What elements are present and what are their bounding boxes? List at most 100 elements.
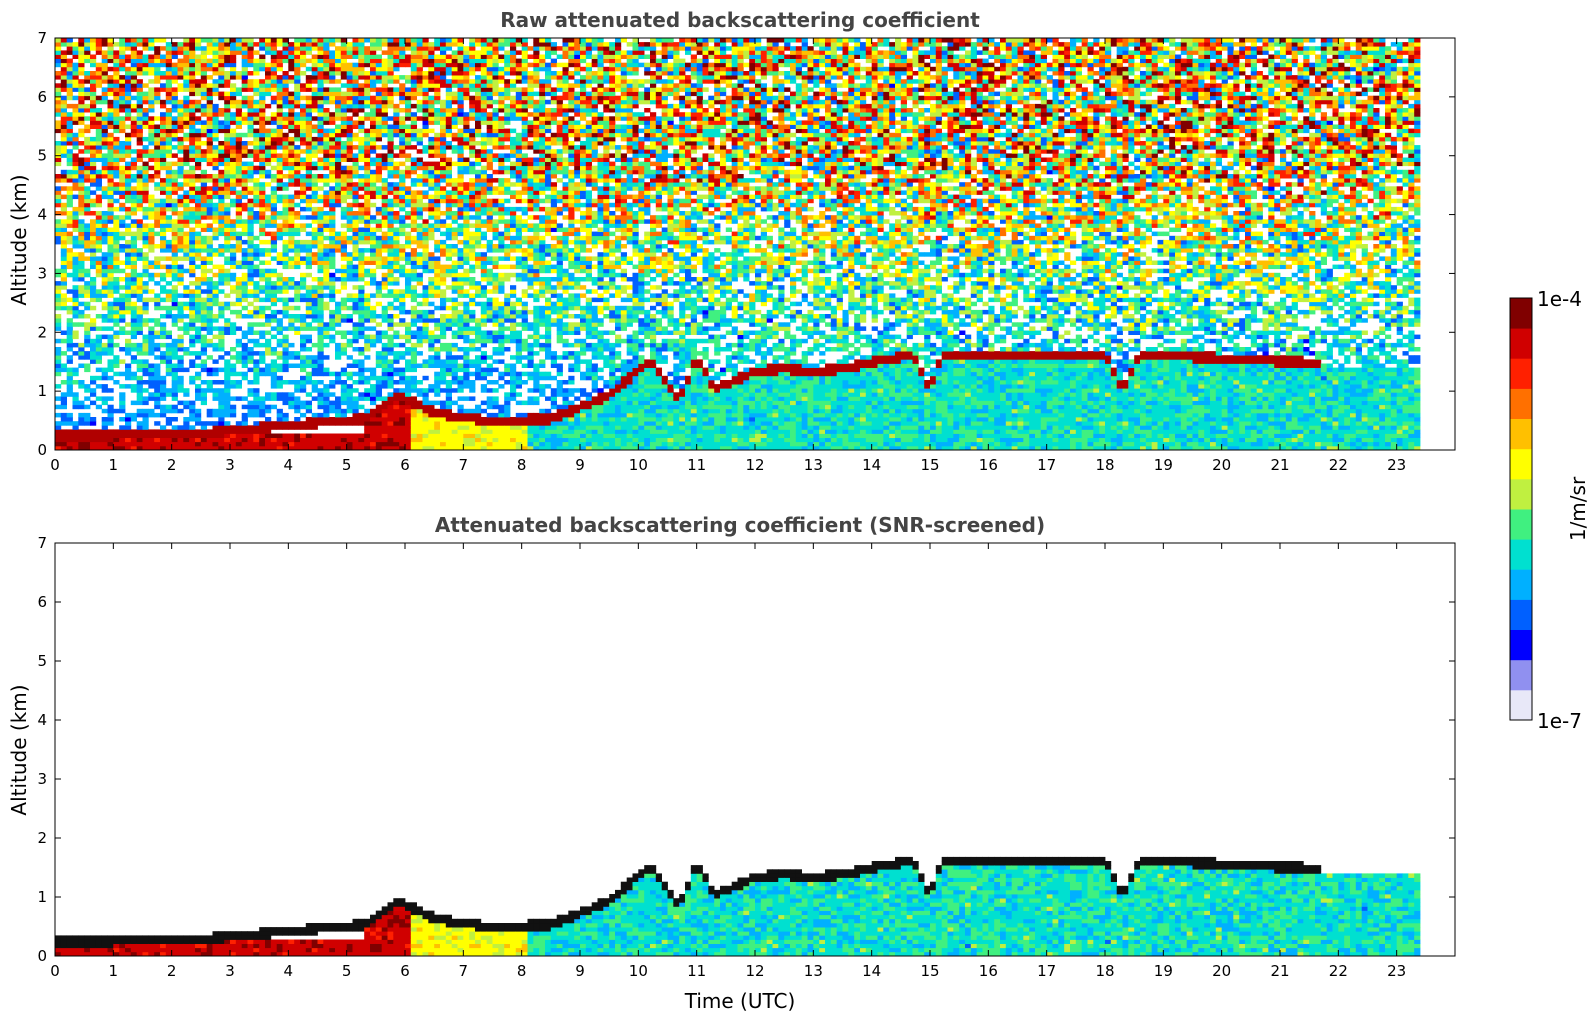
heatmap-cell [253, 120, 259, 125]
heatmap-cell [376, 322, 382, 327]
heatmap-cell [370, 46, 376, 51]
heatmap-cell [102, 252, 108, 257]
heatmap-cell [283, 59, 289, 64]
heatmap-cell [78, 219, 84, 224]
heatmap-cell [230, 248, 236, 253]
heatmap-cell [248, 228, 254, 233]
heatmap-cell [265, 277, 271, 282]
heatmap-cell [84, 211, 90, 216]
heatmap-cell [160, 207, 166, 212]
heatmap-cell [405, 137, 411, 142]
heatmap-cell [271, 285, 277, 290]
heatmap-cell [341, 100, 347, 105]
heatmap-cell [183, 417, 189, 422]
heatmap-cell [259, 199, 265, 204]
heatmap-cell [78, 252, 84, 257]
heatmap-cell [300, 63, 306, 67]
heatmap-cell [195, 55, 201, 60]
heatmap-cell [67, 347, 73, 352]
heatmap-cell [189, 170, 195, 175]
heatmap-cell [125, 425, 131, 430]
heatmap-cell [201, 207, 207, 212]
heatmap-cell [224, 83, 230, 88]
heatmap-cell [160, 55, 166, 60]
heatmap-cell [160, 298, 166, 303]
heatmap-cell [96, 71, 102, 76]
heatmap-cell [55, 129, 61, 134]
heatmap-cell [259, 166, 265, 171]
heatmap-cell [143, 310, 149, 315]
heatmap-cell [73, 261, 79, 266]
heatmap-cell [195, 71, 201, 76]
heatmap-cell [148, 129, 154, 134]
heatmap-cell [248, 141, 254, 146]
heatmap-cell [370, 42, 376, 47]
heatmap-cell [393, 129, 399, 134]
heatmap-cell [335, 108, 341, 113]
heatmap-cell [411, 355, 417, 360]
heatmap-cell [195, 92, 201, 97]
heatmap-cell [78, 162, 84, 167]
heatmap-cell [131, 59, 137, 64]
heatmap-cell [347, 174, 353, 179]
heatmap-cell [312, 219, 318, 224]
heatmap-cell [96, 158, 102, 163]
heatmap-cell [90, 83, 96, 88]
heatmap-cell [183, 232, 189, 237]
heatmap-cell [341, 384, 347, 389]
heatmap-cell [423, 232, 429, 237]
heatmap-cell [393, 335, 399, 340]
heatmap-cell [341, 186, 347, 191]
heatmap-cell [61, 351, 67, 356]
heatmap-cell [236, 343, 242, 348]
heatmap-cell [67, 261, 73, 266]
heatmap-cell [277, 277, 283, 282]
heatmap-cell [323, 331, 329, 336]
heatmap-cell [323, 261, 329, 266]
heatmap-cell [423, 326, 429, 331]
heatmap-cell [259, 59, 265, 64]
heatmap-cell [271, 281, 277, 286]
heatmap-cell [341, 380, 347, 385]
heatmap-cell [108, 326, 114, 331]
heatmap-cell [73, 108, 79, 113]
heatmap-cell [61, 178, 67, 183]
heatmap-cell [399, 100, 405, 105]
heatmap-cell [306, 195, 312, 200]
heatmap-cell [189, 248, 195, 253]
heatmap-cell [417, 273, 423, 278]
heatmap-cell [306, 158, 312, 163]
heatmap-cell [335, 203, 341, 208]
heatmap-cell [335, 355, 341, 360]
heatmap-cell [358, 322, 364, 327]
heatmap-cell [84, 42, 90, 47]
heatmap-cell [393, 388, 399, 393]
heatmap-cell [341, 223, 347, 228]
heatmap-cell [376, 190, 382, 195]
heatmap-cell [318, 137, 324, 142]
heatmap-cell [405, 438, 411, 443]
heatmap-cell [341, 368, 347, 373]
heatmap-cell [329, 75, 335, 80]
heatmap-cell [323, 256, 329, 261]
heatmap-cell [253, 256, 259, 261]
heatmap-cell [160, 380, 166, 385]
heatmap-cell [283, 186, 289, 191]
heatmap-cell [148, 380, 154, 385]
heatmap-cell [329, 116, 335, 121]
heatmap-cell [417, 190, 423, 195]
heatmap-cell [329, 322, 335, 327]
heatmap-cell [358, 351, 364, 356]
heatmap-cell [253, 252, 259, 257]
heatmap-cell [341, 285, 347, 290]
heatmap-cell [248, 359, 254, 364]
heatmap-cell [323, 417, 329, 422]
heatmap-cell [405, 429, 411, 434]
heatmap-cell [318, 186, 324, 191]
heatmap-cell [353, 372, 359, 377]
heatmap-cell [67, 421, 73, 426]
heatmap-cell [423, 396, 429, 401]
heatmap-cell [312, 182, 318, 187]
heatmap-cell [67, 306, 73, 311]
heatmap-cell [230, 96, 236, 101]
